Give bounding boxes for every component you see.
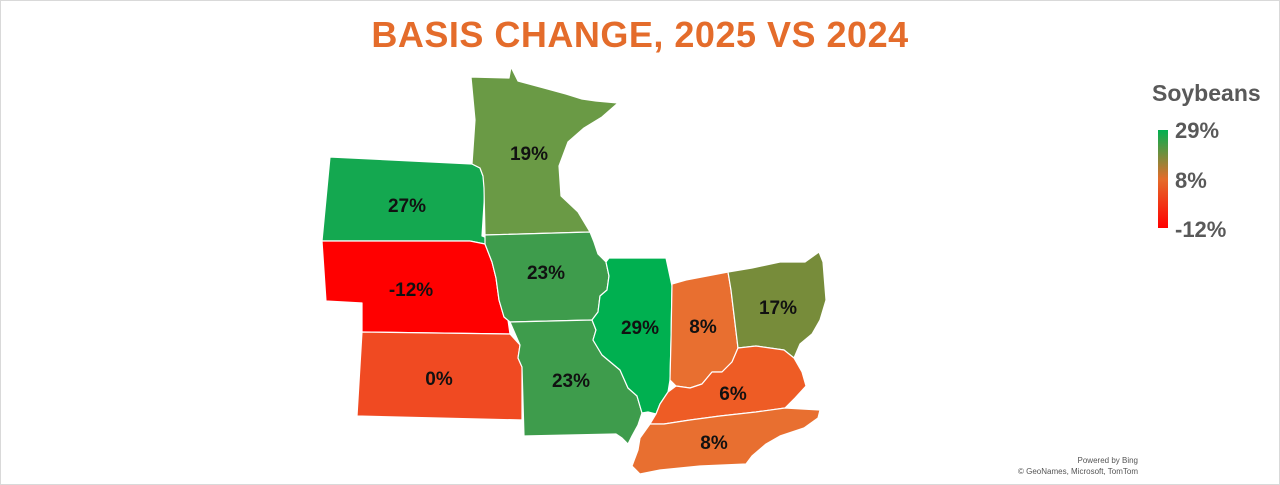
legend-color-scale (1158, 130, 1168, 228)
legend-mid-label: 8% (1175, 168, 1207, 193)
label-iowa: 23% (527, 263, 565, 284)
legend-max-label: 29% (1175, 118, 1220, 143)
label-indiana: 8% (689, 317, 717, 338)
label-tennessee: 8% (700, 433, 728, 454)
legend-title: Soybeans (1152, 80, 1261, 106)
credit-powered-by: Powered by Bing (1077, 456, 1138, 465)
state-tennessee[interactable] (631, 407, 821, 475)
label-ohio: 17% (759, 298, 797, 319)
state-minnesota[interactable] (470, 66, 619, 236)
label-nebraska: -12% (389, 280, 433, 301)
legend-min-label: -12% (1175, 217, 1227, 242)
label-kansas: 0% (425, 369, 453, 390)
label-missouri: 23% (552, 371, 590, 392)
state-illinois[interactable] (591, 257, 673, 415)
label-south-dakota: 27% (388, 196, 426, 217)
label-kentucky: 6% (719, 384, 747, 405)
credit-attribution: © GeoNames, Microsoft, TomTom (1018, 467, 1138, 476)
label-minnesota: 19% (510, 144, 548, 165)
label-illinois: 29% (621, 318, 659, 339)
map-title: BASIS CHANGE, 2025 VS 2024 (371, 14, 909, 55)
